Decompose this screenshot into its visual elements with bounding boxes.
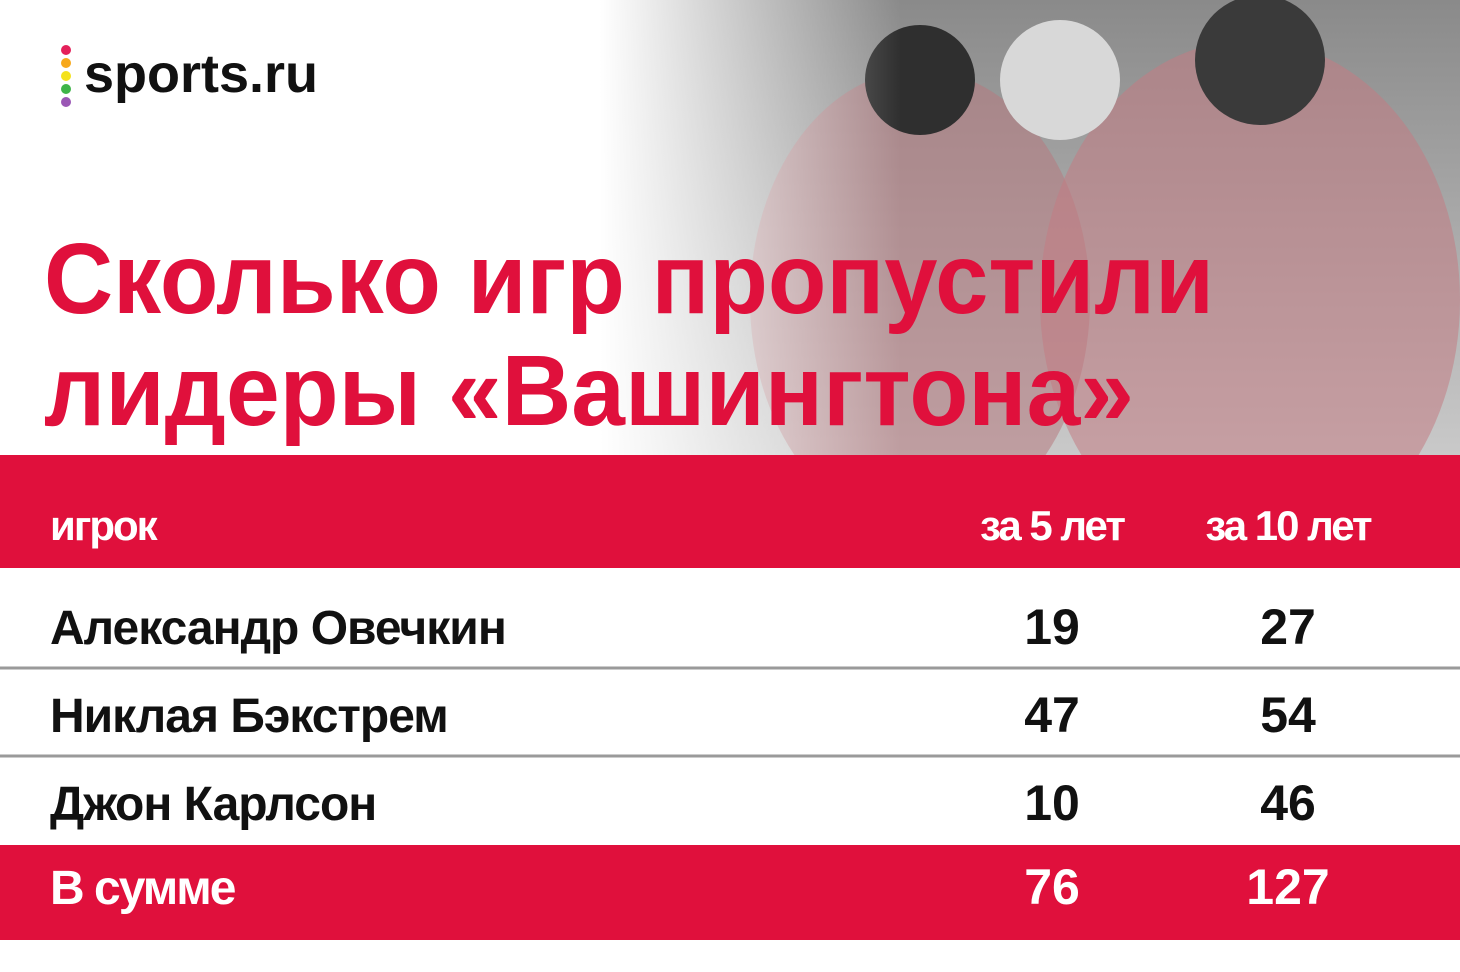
header-cell: игрок (50, 502, 159, 549)
player-name: Джон Карлсон (50, 778, 376, 831)
player-name: Александр Овечкин (50, 602, 506, 655)
total-band (0, 845, 1460, 940)
total-value: 76 (1024, 859, 1080, 915)
title-line: Сколько игр пропустили (44, 223, 1214, 335)
header-cell: за 10 лет (1205, 502, 1372, 549)
background-photo (600, 0, 1460, 560)
cell-value: 10 (1024, 775, 1080, 831)
cell-value: 47 (1024, 687, 1080, 743)
logo-text: sports.ru (84, 44, 318, 104)
cell-value: 19 (1024, 599, 1080, 655)
header-band (0, 455, 1460, 568)
total-value: 127 (1246, 859, 1329, 915)
table-body: Александр Овечкин 19 27 Никлая Бэкстрем 47 54… (0, 599, 1460, 831)
title-line: лидеры «Вашингтона» (44, 335, 1134, 447)
cell-value: 54 (1260, 687, 1316, 743)
total-label: В сумме (50, 862, 236, 915)
cell-value: 46 (1260, 775, 1316, 831)
cell-value: 27 (1260, 599, 1316, 655)
header-cell: за 5 лет (980, 502, 1125, 549)
player-name: Никлая Бэкстрем (50, 690, 448, 743)
logo: sports.ru (61, 44, 318, 107)
